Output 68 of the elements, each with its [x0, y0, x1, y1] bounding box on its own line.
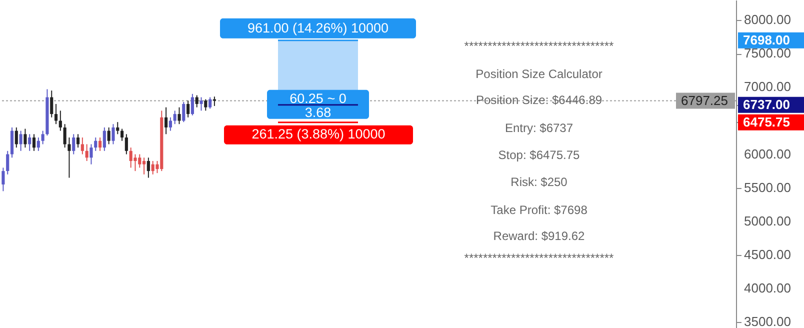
- annotation: ********************************: [464, 39, 614, 53]
- candlestick: [41, 130, 44, 145]
- y-tick-label: 6737.00: [743, 96, 790, 112]
- candlestick: [14, 126, 18, 148]
- candlestick: [76, 134, 80, 148]
- candlestick: [200, 96, 203, 112]
- candlestick: [58, 110, 62, 132]
- candlestick: [164, 106, 168, 135]
- candlestick: [107, 126, 110, 145]
- candlestick: [50, 90, 54, 118]
- candlestick: [63, 124, 66, 148]
- candlestick: [102, 126, 106, 152]
- candlestick: [24, 128, 27, 148]
- candlestick: [146, 157, 150, 178]
- annotation: Take Profit: $7698: [490, 203, 588, 217]
- candlestick: [204, 98, 208, 112]
- candlestick: [19, 130, 22, 152]
- candlestick: [32, 134, 36, 152]
- annotation: Position Size: $6446.89: [476, 93, 602, 107]
- y-tick-label: 5500.00: [744, 180, 791, 195]
- candlestick: [28, 134, 32, 152]
- y-tick-label: 6475.75: [743, 114, 790, 130]
- candlestick: [195, 94, 198, 108]
- candlestick: [98, 137, 102, 152]
- candlestick: [112, 124, 115, 145]
- candlestick: [168, 116, 172, 132]
- annotation: Entry: $6737: [504, 121, 574, 135]
- candlestick: [72, 134, 76, 155]
- candlestick: [54, 103, 58, 125]
- annotation: 261.25 (3.88%) 10000: [252, 126, 386, 142]
- candlestick: [124, 134, 128, 155]
- candlestick: [2, 167, 5, 192]
- candlestick: [173, 110, 176, 125]
- annotation: Reward: $919.62: [493, 229, 586, 243]
- annotation: Stop: $6475.75: [498, 148, 580, 162]
- candlestick: [134, 154, 137, 172]
- annotation: 961.00 (14.26%) 10000: [247, 20, 389, 36]
- y-tick-label: 5000.00: [744, 213, 791, 228]
- annotation: 60.25 ~ 0: [290, 90, 346, 106]
- candlestick: [182, 101, 186, 123]
- annotation: ********************************: [464, 251, 614, 265]
- candlestick: [186, 100, 190, 118]
- candlestick: [190, 93, 194, 116]
- candlestick: [120, 128, 124, 142]
- y-tick-label: 7500.00: [744, 46, 791, 61]
- candlestick: [178, 106, 181, 125]
- y-tick-label: 4500.00: [744, 246, 791, 262]
- y-tick-label: 6000.00: [744, 146, 791, 162]
- y-tick-label: 7000.00: [744, 79, 791, 94]
- candlestick: [36, 137, 40, 152]
- candlestick: [10, 126, 14, 158]
- candlestick: [208, 96, 212, 110]
- candlestick: [90, 144, 93, 165]
- ref-line-label: 6797.25: [681, 92, 728, 108]
- annotation: 3.68: [304, 104, 332, 120]
- candlestick: [116, 122, 120, 135]
- y-tick-label: 7698.00: [743, 32, 790, 48]
- candlestick: [80, 137, 84, 155]
- candlestick: [212, 96, 216, 106]
- candlestick: [85, 144, 88, 162]
- y-tick-label: 8000.00: [744, 12, 791, 28]
- candlestick: [94, 137, 98, 152]
- candlestick: [68, 137, 71, 178]
- annotation: Position Size Calculator: [476, 67, 602, 81]
- y-tick-label: 4000.00: [744, 280, 791, 296]
- y-tick-label: 3500.00: [744, 314, 791, 328]
- candlestick: [6, 150, 10, 175]
- annotation: Risk: $250: [510, 175, 568, 189]
